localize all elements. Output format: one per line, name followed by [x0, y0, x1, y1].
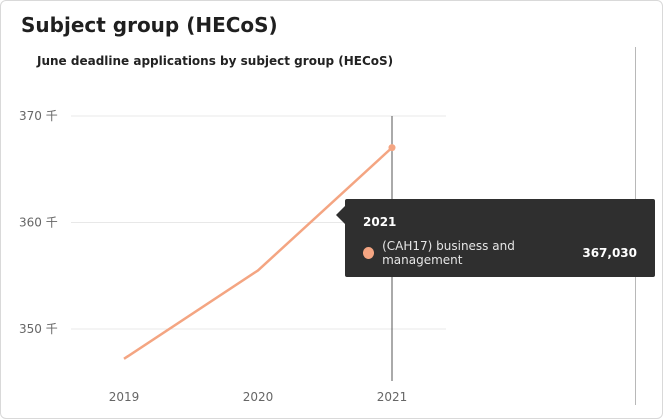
series-color-dot — [363, 247, 375, 259]
x-tick-label: 2021 — [377, 390, 408, 404]
tooltip-value: 367,030 — [582, 246, 637, 260]
y-tick-label: 370 千 — [19, 109, 58, 123]
tooltip-title: 2021 — [363, 215, 397, 229]
series-line — [123, 146, 393, 360]
chart-tooltip: 2021 (CAH17) business and management 367… — [336, 199, 655, 277]
tooltip-row: (CAH17) business and management 367,030 — [363, 239, 637, 267]
y-tick-label: 350 千 — [19, 322, 58, 336]
x-tick-label: 2020 — [243, 390, 274, 404]
chart-title: June deadline applications by subject gr… — [37, 54, 394, 68]
data-point — [388, 144, 396, 152]
y-tick-label: 360 千 — [19, 216, 58, 230]
page-title: Subject group (HECoS) — [21, 13, 278, 37]
x-tick-label: 2019 — [109, 390, 140, 404]
tooltip-series-name: (CAH17) business and management — [382, 239, 515, 267]
